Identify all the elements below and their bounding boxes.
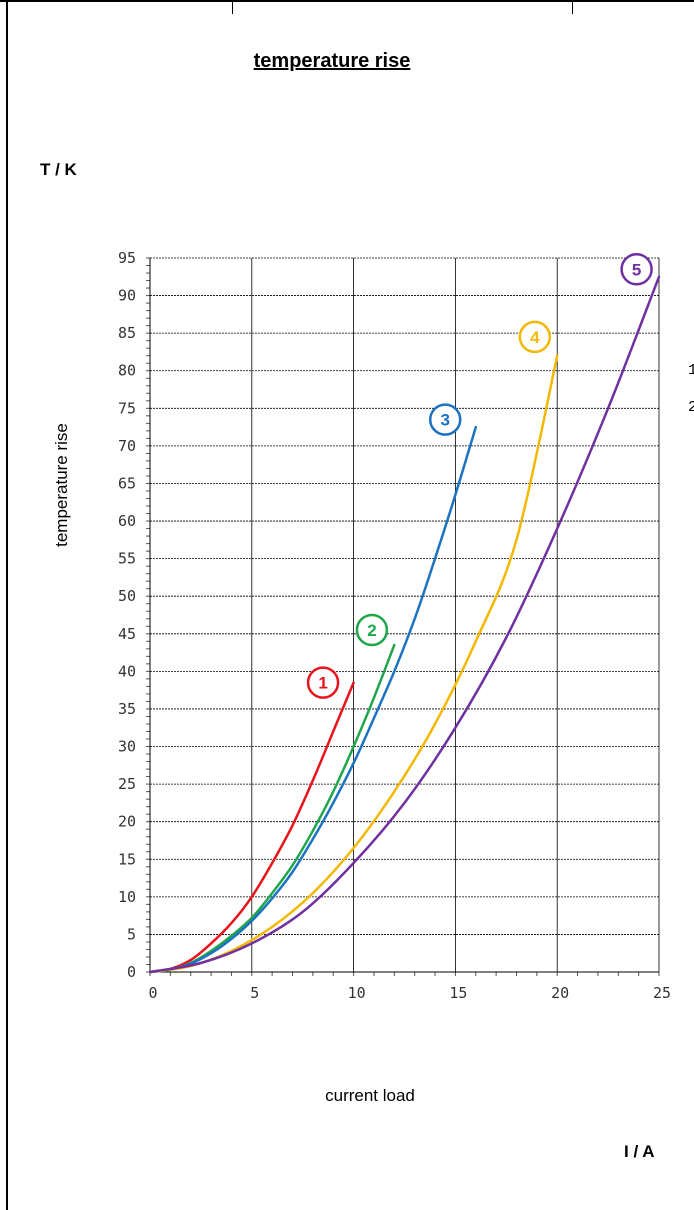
y-tick-label: 65 [118,474,136,492]
curve-marker-circle [518,320,552,354]
y-tick-label: 40 [118,662,136,680]
curve-marker-label: 1 [318,674,327,693]
y-tick-label: 80 [118,362,136,380]
x-axis-label: current load [325,1086,415,1105]
curve-marker-label: 4 [530,328,540,347]
frame-left-border [6,0,8,1210]
y-tick-label: 50 [118,587,136,605]
y-tick-label: 5 [127,925,136,943]
y-tick-label: 55 [118,550,136,568]
series-line-5 [148,275,661,974]
curve-marker-circle [428,403,462,436]
x-unit-label: I / A [624,1142,655,1161]
series-line-1 [148,681,355,974]
x-tick-label: 15 [449,984,467,1002]
y-tick-label: 75 [118,399,136,417]
y-tick-label: 45 [118,625,136,643]
y-tick-label: 30 [118,738,136,756]
y-tick-label: 10 [118,888,136,906]
frame-divider [572,0,573,14]
frame-top-border [0,0,694,2]
series-line-4 [148,354,559,974]
curve-marker-label: 5 [632,260,641,279]
edge-number: 1 [688,362,694,379]
x-tick-label: 0 [148,984,157,1002]
y-tick-label: 25 [118,775,136,793]
series-line-3 [148,425,478,974]
y-tick-label: 85 [118,324,136,342]
chart-title: temperature rise [253,50,411,72]
series-line-2 [148,643,396,974]
x-tick-label: 20 [551,984,569,1002]
y-tick-label: 20 [118,813,136,831]
x-tick-label: 25 [653,984,671,1002]
y-tick-label: 0 [127,963,136,981]
x-tick-label: 5 [250,984,259,1002]
y-tick-label: 70 [118,437,136,455]
y-tick-label: 35 [118,700,136,718]
curve-marker-label: 3 [440,411,449,430]
x-tick-label: 10 [348,984,366,1002]
frame-divider [232,0,233,14]
y-tick-label: 90 [118,287,136,305]
curve-marker-circle [355,613,389,647]
edge-number: 2 [688,399,694,416]
curve-marker-circle [620,253,653,286]
y-tick-label: 95 [118,249,136,267]
y-unit-label: T / K [40,160,77,179]
y-tick-label: 60 [118,512,136,530]
curve-marker-circle [306,666,340,699]
y-tick-label: 15 [118,850,136,868]
curve-marker-label: 2 [367,621,376,640]
